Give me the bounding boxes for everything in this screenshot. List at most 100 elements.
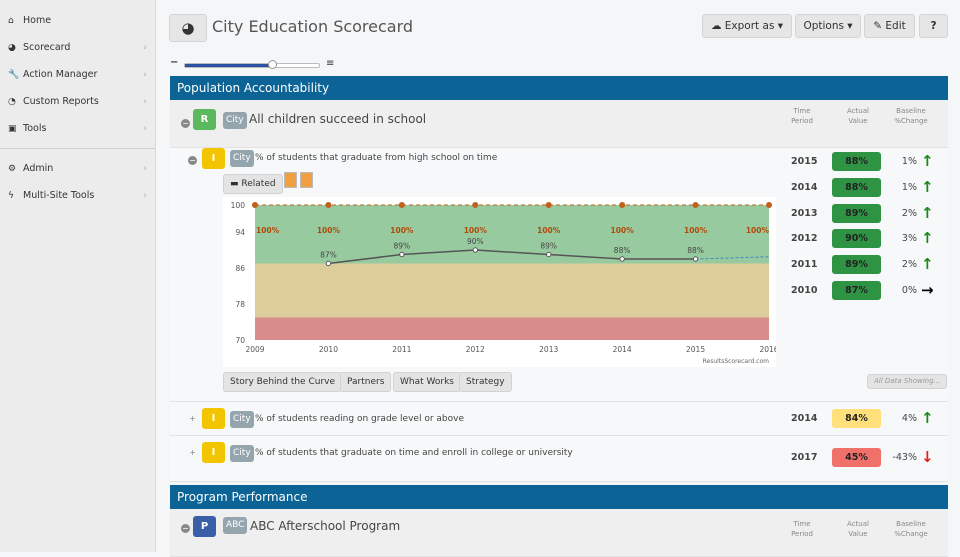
chevron-right-icon: ›: [143, 42, 147, 53]
data-point: [399, 251, 405, 258]
strategy-button[interactable]: Strategy: [459, 372, 512, 392]
actual-value[interactable]: 89%: [832, 255, 881, 275]
target-label: 100%: [390, 226, 414, 235]
target-label: 100%: [537, 226, 561, 235]
baseline-change: 3%: [901, 233, 917, 245]
actual-value[interactable]: 87%: [832, 281, 881, 300]
indicator-chart: 70 78 86 94 100 2009 2010 2011 2012 2013 2014 2015 2…: [223, 197, 776, 367]
data-label: 89%: [394, 242, 411, 251]
target-point: [692, 202, 699, 208]
partners-button[interactable]: Partners: [340, 372, 392, 392]
actual-value[interactable]: 45%: [832, 448, 881, 467]
y-tick-label: 78: [235, 300, 245, 309]
indicator-row: + I City % of students that graduate on …: [170, 436, 948, 482]
sidebar-item-action-manager[interactable]: 🔧 Action Manager ›: [0, 61, 155, 88]
target-point: [619, 202, 626, 208]
data-label: 90%: [467, 237, 484, 246]
jpeg-file-icon[interactable]: [284, 172, 297, 188]
actual-value[interactable]: 90%: [832, 229, 881, 249]
value-row: 2017 45% -43% ↓: [791, 448, 951, 468]
x-tick-label: 2013: [539, 345, 558, 354]
expand-icon[interactable]: +: [189, 414, 196, 423]
story-button[interactable]: Story Behind the Curve: [223, 372, 343, 392]
chevron-right-icon: ›: [143, 190, 147, 201]
chevron-right-icon: ›: [143, 163, 147, 174]
collapse-icon[interactable]: −: [181, 524, 190, 533]
zoom-slider[interactable]: − ≡: [170, 57, 340, 70]
slider-handle[interactable]: [268, 60, 278, 69]
band: [255, 263, 769, 318]
jpeg-file-icon[interactable]: [300, 172, 313, 188]
sidebar-item-custom-reports[interactable]: ◔ Custom Reports ›: [0, 88, 155, 115]
result-row: − R City All children succeed in school …: [170, 100, 948, 148]
zoom-out-icon[interactable]: −: [170, 57, 179, 68]
indicator-badge: I: [202, 148, 225, 169]
sidebar-item-label: Home: [23, 15, 52, 26]
sidebar-item-label: Custom Reports: [23, 96, 99, 107]
x-tick-label: 2011: [392, 345, 411, 354]
briefcase-icon: ▣: [8, 123, 17, 134]
target-label: 100%: [256, 226, 280, 235]
all-data-button[interactable]: All Data Showing...: [867, 374, 948, 389]
pie-chart-icon: ◔: [8, 96, 16, 107]
up-arrow-icon: ↑: [921, 152, 934, 170]
data-label: 88%: [687, 246, 704, 255]
program-tag: ABC: [223, 517, 248, 534]
help-button[interactable]: ?: [919, 14, 948, 38]
up-arrow-icon: ↑: [921, 177, 934, 196]
target-point: [545, 202, 552, 208]
indicator-title[interactable]: % of students that graduate on time and …: [255, 448, 573, 458]
indicator-title[interactable]: % of students that graduate from high sc…: [255, 153, 498, 163]
collapse-icon[interactable]: −: [181, 119, 190, 128]
program-title[interactable]: ABC Afterschool Program: [250, 519, 401, 533]
baseline-change: 1%: [901, 156, 917, 167]
result-title[interactable]: All children succeed in school: [249, 112, 427, 126]
menu-icon[interactable]: ≡: [326, 58, 335, 69]
target-label: 100%: [746, 226, 770, 235]
collapse-icon[interactable]: −: [188, 156, 197, 165]
data-label: 89%: [540, 242, 557, 251]
actual-value[interactable]: 88%: [832, 152, 881, 171]
expand-icon[interactable]: +: [189, 448, 196, 457]
program-badge: P: [193, 516, 216, 537]
y-tick-label: 94: [235, 228, 245, 237]
actual-value[interactable]: 88%: [832, 177, 881, 197]
actual-value[interactable]: 89%: [832, 203, 881, 223]
sidebar-item-admin[interactable]: ⚙ Admin ›: [0, 155, 155, 182]
target-label: 100%: [317, 226, 341, 235]
right-arrow-icon: →: [921, 281, 934, 299]
indicator-badge: I: [202, 442, 225, 463]
export-button[interactable]: ☁ Export as ▾: [702, 14, 792, 38]
value-row: 2012 90% 3% ↑: [791, 229, 951, 249]
sidebar-item-label: Action Manager: [23, 69, 98, 80]
time-period: 2014: [791, 413, 818, 424]
indicator-title[interactable]: % of students reading on grade level or …: [255, 414, 464, 424]
actual-value[interactable]: 84%: [832, 409, 881, 428]
data-point: [472, 247, 478, 253]
dashboard-icon[interactable]: ◕: [169, 14, 207, 42]
what-works-button[interactable]: What Works: [393, 372, 461, 392]
page-title: City Education Scorecard: [212, 17, 414, 36]
gears-icon: ⚙: [8, 163, 17, 174]
forecast-line: [695, 256, 770, 260]
options-button[interactable]: Options ▾: [795, 14, 861, 38]
related-button[interactable]: ▬ Related: [223, 174, 283, 194]
indicator-badge: I: [202, 408, 225, 429]
data-point: [546, 251, 552, 258]
chevron-right-icon: ›: [143, 123, 147, 134]
time-period: 2015: [791, 156, 818, 167]
scorecard-panel: Population Accountability − R City All c…: [170, 76, 951, 557]
baseline-change: -43%: [892, 452, 917, 463]
edit-button[interactable]: ✎ Edit: [864, 14, 915, 38]
sidebar-item-tools[interactable]: ▣ Tools ›: [0, 115, 155, 142]
program-row: − P ABC ABC Afterschool Program Time Per…: [170, 509, 948, 557]
baseline-change: 4%: [901, 413, 917, 424]
bolt-icon: ϟ: [8, 190, 14, 201]
value-row: 2013 89% 2% ↑: [791, 203, 951, 224]
sidebar-item-scorecard[interactable]: ◕ Scorecard ›: [0, 34, 155, 61]
city-tag: City: [230, 411, 254, 428]
pencil-icon: ✎: [873, 20, 883, 32]
data-label: 88%: [614, 246, 631, 255]
sidebar-item-multi-site-tools[interactable]: ϟ Multi-Site Tools ›: [0, 182, 155, 209]
sidebar-item-home[interactable]: ⌂ Home: [0, 7, 155, 34]
